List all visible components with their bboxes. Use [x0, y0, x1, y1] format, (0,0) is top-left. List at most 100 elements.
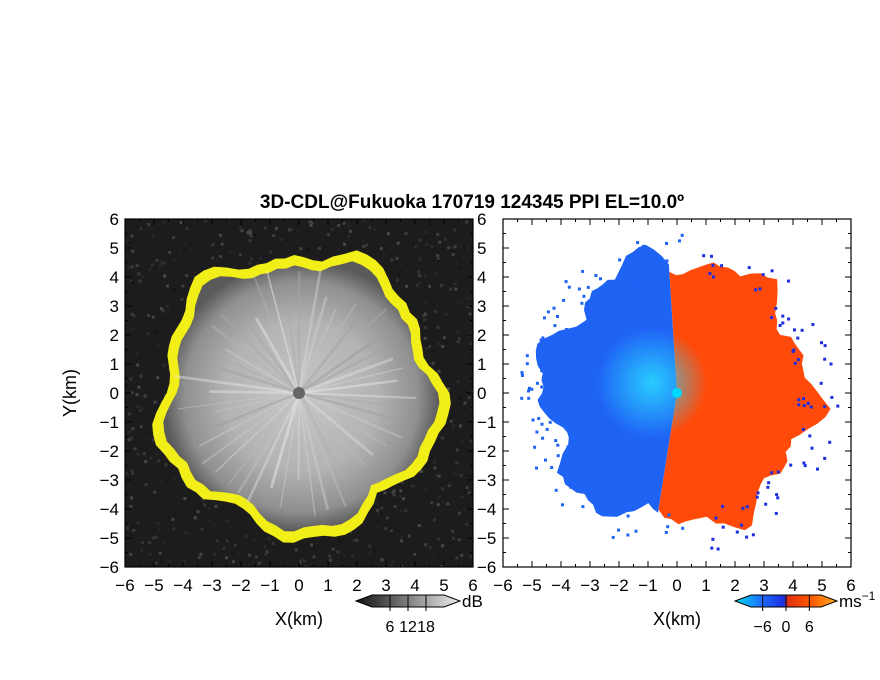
x-tick-label: 2	[730, 576, 739, 595]
noise-speck	[399, 539, 403, 543]
noise-speck	[467, 396, 471, 400]
noise-speck	[422, 314, 426, 318]
receding-velocity-region	[658, 262, 831, 531]
noise-speck	[140, 540, 144, 544]
y-tick-label: 1	[110, 355, 119, 374]
noise-speck	[442, 336, 446, 340]
velocity-speck	[545, 380, 549, 383]
noise-speck	[172, 288, 176, 292]
noise-speck	[148, 553, 152, 557]
noise-speck	[299, 247, 303, 251]
radial-streak	[297, 309, 337, 394]
velocity-speck	[735, 530, 739, 534]
noise-speck	[174, 264, 178, 268]
velocity-unit: ms−1	[839, 589, 876, 611]
velocity-speck	[628, 507, 631, 511]
noise-speck	[433, 350, 437, 354]
noise-speck	[379, 497, 383, 501]
velocity-speck	[540, 422, 544, 426]
noise-speck	[248, 261, 252, 265]
radial-streak	[177, 392, 300, 410]
noise-speck	[197, 556, 201, 559]
velocity-speck	[569, 331, 573, 335]
y-tick-label-between: −3	[477, 471, 496, 490]
noise-speck	[449, 245, 453, 249]
noise-speck	[465, 486, 469, 490]
noise-speck	[248, 553, 251, 557]
noise-speck	[451, 253, 455, 256]
velocity-speck	[550, 466, 554, 469]
velocity-speck	[554, 488, 558, 492]
noise-speck	[318, 247, 321, 250]
noise-speck	[428, 546, 432, 550]
y-tick-label: −4	[100, 500, 119, 519]
noise-speck	[142, 275, 145, 279]
velocity-speck	[642, 244, 645, 248]
noise-speck	[128, 265, 131, 269]
noise-speck	[134, 556, 138, 560]
x-tick-label: −5	[144, 576, 163, 595]
noise-speck	[446, 300, 450, 304]
noise-speck	[437, 259, 441, 263]
noise-speck	[430, 501, 434, 505]
noise-speck	[208, 507, 212, 511]
noise-speck	[156, 343, 160, 347]
noise-speck	[353, 538, 357, 542]
noise-speck	[424, 230, 428, 234]
reflectivity-y-tick-labels: 6 6 5 5 4 4 3 3 2 2 1 1 0 0 −1 −1 −2 −2 −3 −3 −4 −4 −5 −5 −6 −6	[100, 210, 497, 577]
noise-speck	[379, 247, 383, 251]
velocity-speck	[556, 454, 560, 458]
velocity-speck	[573, 460, 577, 464]
noise-speck	[248, 239, 252, 243]
velocity-speck	[626, 505, 630, 509]
noise-speck	[269, 250, 273, 254]
noise-speck	[200, 498, 204, 502]
velocity-speck	[778, 324, 782, 327]
radial-streak	[287, 308, 300, 394]
noise-speck	[434, 474, 438, 477]
velocity-speck	[548, 420, 552, 424]
velocity-speck	[823, 405, 827, 409]
x-axis-label-right: X(km)	[653, 609, 701, 629]
x-tick-label: −4	[173, 576, 192, 595]
noise-speck	[150, 227, 154, 231]
noise-speck	[130, 328, 134, 332]
noise-speck	[450, 249, 454, 253]
radial-streak	[298, 367, 403, 394]
velocity-speck	[666, 525, 670, 529]
noise-speck	[438, 287, 442, 291]
velocity-speck	[823, 357, 827, 361]
noise-speck	[455, 448, 459, 452]
velocity-speck	[836, 404, 840, 408]
noise-speck	[418, 274, 422, 278]
noise-speck	[453, 280, 457, 284]
noise-speck	[139, 425, 143, 429]
noise-speck	[137, 272, 141, 276]
noise-speck	[418, 255, 422, 259]
velocity-speck	[801, 428, 805, 431]
noise-speck	[153, 400, 157, 404]
noise-speck	[135, 264, 139, 268]
radial-streak	[297, 392, 300, 481]
noise-speck	[404, 509, 408, 513]
velocity-speck	[552, 392, 556, 395]
velocity-speck	[540, 385, 544, 389]
noise-speck	[249, 234, 253, 238]
noise-speck	[219, 255, 223, 258]
noise-speck	[137, 385, 141, 389]
noise-speck	[373, 228, 376, 231]
noise-speck	[142, 452, 146, 456]
noise-speck	[225, 519, 229, 523]
velocity-speck	[567, 285, 571, 289]
x-tick-label: −2	[609, 576, 628, 595]
noise-speck	[129, 552, 133, 556]
noise-speck	[151, 234, 155, 238]
noise-speck	[144, 242, 148, 245]
noise-speck	[399, 489, 403, 493]
noise-speck	[373, 549, 377, 552]
x-tick-label: −1	[638, 576, 657, 595]
noise-speck	[211, 256, 215, 260]
noise-speck	[461, 256, 465, 260]
noise-speck	[362, 219, 366, 223]
radial-streak	[298, 308, 387, 394]
